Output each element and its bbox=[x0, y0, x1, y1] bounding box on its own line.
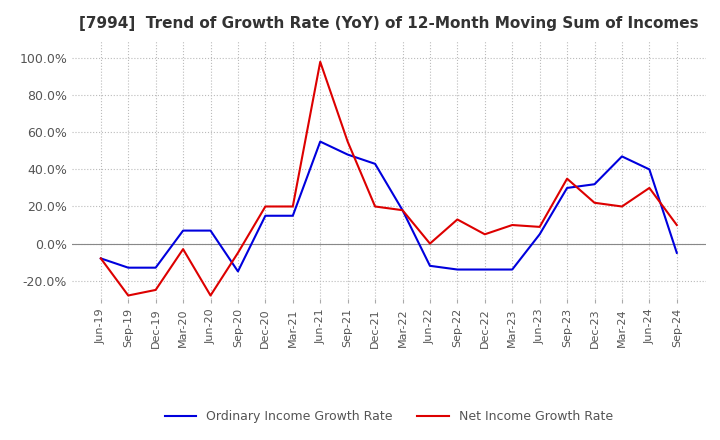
Net Income Growth Rate bbox=[453, 217, 462, 222]
Net Income Growth Rate bbox=[96, 256, 105, 261]
Ordinary Income Growth Rate bbox=[645, 167, 654, 172]
Net Income Growth Rate bbox=[289, 204, 297, 209]
Net Income Growth Rate bbox=[124, 293, 132, 298]
Ordinary Income Growth Rate bbox=[371, 161, 379, 166]
Ordinary Income Growth Rate bbox=[289, 213, 297, 218]
Ordinary Income Growth Rate bbox=[536, 231, 544, 237]
Net Income Growth Rate bbox=[371, 204, 379, 209]
Ordinary Income Growth Rate bbox=[179, 228, 187, 233]
Ordinary Income Growth Rate bbox=[453, 267, 462, 272]
Net Income Growth Rate bbox=[261, 204, 270, 209]
Ordinary Income Growth Rate bbox=[398, 208, 407, 213]
Ordinary Income Growth Rate bbox=[343, 152, 352, 157]
Net Income Growth Rate bbox=[563, 176, 572, 181]
Net Income Growth Rate bbox=[398, 208, 407, 213]
Net Income Growth Rate bbox=[206, 293, 215, 298]
Ordinary Income Growth Rate bbox=[316, 139, 325, 144]
Net Income Growth Rate bbox=[233, 250, 242, 256]
Net Income Growth Rate bbox=[590, 200, 599, 205]
Net Income Growth Rate bbox=[536, 224, 544, 230]
Ordinary Income Growth Rate bbox=[508, 267, 516, 272]
Line: Net Income Growth Rate: Net Income Growth Rate bbox=[101, 62, 677, 296]
Net Income Growth Rate bbox=[179, 246, 187, 252]
Ordinary Income Growth Rate bbox=[96, 256, 105, 261]
Ordinary Income Growth Rate bbox=[261, 213, 270, 218]
Ordinary Income Growth Rate bbox=[206, 228, 215, 233]
Ordinary Income Growth Rate bbox=[672, 250, 681, 256]
Ordinary Income Growth Rate bbox=[124, 265, 132, 270]
Line: Ordinary Income Growth Rate: Ordinary Income Growth Rate bbox=[101, 142, 677, 271]
Ordinary Income Growth Rate bbox=[426, 263, 434, 268]
Legend: Ordinary Income Growth Rate, Net Income Growth Rate: Ordinary Income Growth Rate, Net Income … bbox=[160, 405, 618, 428]
Net Income Growth Rate bbox=[316, 59, 325, 65]
Ordinary Income Growth Rate bbox=[480, 267, 489, 272]
Ordinary Income Growth Rate bbox=[233, 269, 242, 274]
Net Income Growth Rate bbox=[426, 241, 434, 246]
Net Income Growth Rate bbox=[508, 222, 516, 227]
Ordinary Income Growth Rate bbox=[618, 154, 626, 159]
Ordinary Income Growth Rate bbox=[563, 185, 572, 191]
Ordinary Income Growth Rate bbox=[590, 182, 599, 187]
Net Income Growth Rate bbox=[343, 139, 352, 144]
Net Income Growth Rate bbox=[645, 185, 654, 191]
Net Income Growth Rate bbox=[672, 222, 681, 227]
Net Income Growth Rate bbox=[480, 231, 489, 237]
Ordinary Income Growth Rate bbox=[151, 265, 160, 270]
Net Income Growth Rate bbox=[618, 204, 626, 209]
Net Income Growth Rate bbox=[151, 287, 160, 293]
Title: [7994]  Trend of Growth Rate (YoY) of 12-Month Moving Sum of Incomes: [7994] Trend of Growth Rate (YoY) of 12-… bbox=[79, 16, 698, 32]
